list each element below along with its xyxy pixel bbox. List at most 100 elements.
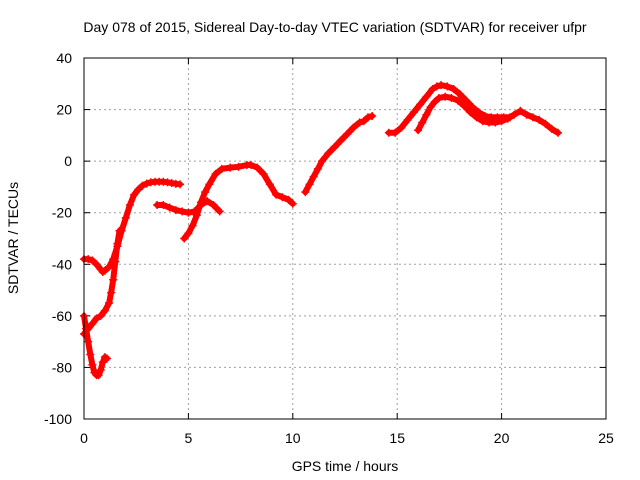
- data-series-7: [384, 81, 514, 137]
- data-series-4: [153, 197, 224, 217]
- data-point: [105, 298, 114, 307]
- data-point: [462, 96, 471, 105]
- x-axis-label: GPS time / hours: [292, 458, 399, 474]
- data-point: [447, 93, 456, 102]
- data-point: [441, 92, 450, 101]
- series-trace: [385, 82, 513, 136]
- data-point: [309, 172, 318, 181]
- data-point: [86, 350, 95, 359]
- y-tick-label: 0: [64, 153, 72, 169]
- data-point: [201, 188, 210, 197]
- data-point: [391, 128, 400, 137]
- data-point: [449, 84, 458, 93]
- data-point: [409, 108, 418, 117]
- data-point: [111, 257, 120, 266]
- data-point: [94, 371, 103, 380]
- data-point: [180, 234, 189, 243]
- data-series: [80, 81, 562, 380]
- data-point: [403, 115, 412, 124]
- data-point: [455, 90, 464, 99]
- x-tick-label: 5: [185, 430, 193, 446]
- data-point: [196, 198, 205, 207]
- data-point: [324, 149, 333, 158]
- data-point: [176, 180, 185, 189]
- data-point: [336, 136, 345, 145]
- data-point: [125, 200, 134, 209]
- data-point: [84, 255, 93, 264]
- data-point: [422, 110, 431, 119]
- data-point: [301, 188, 310, 197]
- data-point: [460, 101, 469, 110]
- data-point: [113, 239, 122, 248]
- series-trace: [81, 227, 123, 337]
- data-point: [107, 288, 116, 297]
- data-series-6: [301, 112, 377, 197]
- data-series-3: [80, 226, 124, 338]
- data-point: [92, 260, 101, 269]
- data-point: [178, 207, 187, 216]
- data-point: [167, 179, 176, 188]
- data-point: [134, 185, 143, 194]
- data-point: [211, 170, 220, 179]
- y-tick-label: -40: [52, 256, 72, 272]
- data-point: [215, 207, 224, 216]
- data-point: [416, 100, 425, 109]
- data-point: [88, 360, 97, 369]
- data-point: [184, 208, 193, 217]
- data-series-8: [414, 92, 562, 137]
- data-point: [437, 81, 446, 90]
- data-point: [466, 108, 475, 117]
- data-point: [284, 195, 293, 204]
- data-point: [288, 199, 297, 208]
- x-tick-label: 25: [598, 430, 614, 446]
- axis-ticks: 0 5 10 15 20 25 -100 -80 -60 -40 -20 0 20 40: [44, 50, 614, 446]
- data-point: [343, 130, 352, 139]
- data-point: [474, 108, 483, 117]
- data-point: [272, 190, 281, 199]
- y-tick-label: -20: [52, 205, 72, 221]
- data-point: [88, 319, 97, 328]
- data-point: [100, 306, 109, 315]
- data-point: [432, 82, 441, 91]
- data-point: [226, 163, 235, 172]
- data-point: [109, 275, 118, 284]
- data-point: [159, 200, 168, 209]
- data-point: [121, 213, 130, 222]
- data-point: [234, 162, 243, 171]
- data-point: [368, 112, 377, 121]
- data-point: [472, 113, 481, 122]
- data-series-5: [180, 161, 297, 243]
- data-point: [330, 142, 339, 151]
- x-tick-label: 0: [80, 430, 88, 446]
- data-point: [259, 170, 268, 179]
- data-series-2: [80, 311, 111, 380]
- data-point: [98, 358, 107, 367]
- data-point: [430, 97, 439, 106]
- data-point: [397, 123, 406, 132]
- data-point: [247, 161, 256, 170]
- data-point: [478, 117, 487, 126]
- data-point: [84, 324, 93, 333]
- data-point: [88, 256, 97, 265]
- data-point: [528, 113, 537, 122]
- data-point: [253, 163, 262, 172]
- data-point: [553, 128, 562, 137]
- data-point: [318, 157, 327, 166]
- y-tick-label: 20: [56, 102, 72, 118]
- data-point: [414, 126, 423, 135]
- y-tick-label: -80: [52, 359, 72, 375]
- data-point: [355, 118, 364, 127]
- data-point: [443, 82, 452, 91]
- data-point: [265, 180, 274, 189]
- chart-title: Day 078 of 2015, Sidereal Day-to-day VTE…: [83, 19, 587, 35]
- data-point: [209, 200, 218, 209]
- series-trace: [302, 113, 376, 196]
- data-point: [453, 96, 462, 105]
- data-point: [428, 84, 437, 93]
- data-point: [503, 114, 512, 123]
- data-point: [142, 179, 151, 188]
- data-point: [192, 211, 201, 220]
- data-point: [422, 92, 431, 101]
- data-point: [165, 203, 174, 212]
